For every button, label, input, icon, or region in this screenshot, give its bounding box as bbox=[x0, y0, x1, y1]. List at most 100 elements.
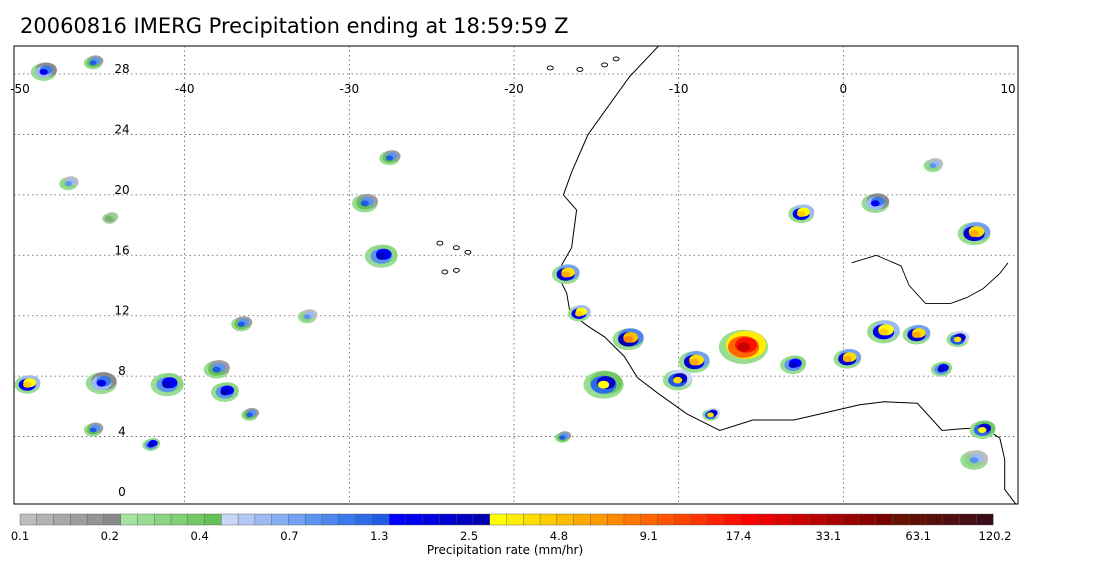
colorbar-tick-label: 17.4 bbox=[726, 529, 752, 543]
colorbar-swatch bbox=[539, 513, 558, 526]
precip-cell bbox=[969, 420, 996, 440]
precip-contour bbox=[376, 252, 387, 260]
precip-cell bbox=[59, 176, 79, 191]
colorbar-swatch bbox=[841, 513, 860, 526]
colorbar-swatch bbox=[959, 513, 977, 526]
precip-contour bbox=[969, 230, 979, 238]
colorbar-tick-label: 120.2 bbox=[979, 529, 1012, 543]
precip-cell bbox=[241, 407, 260, 421]
precip-contour bbox=[212, 366, 221, 373]
colorbar-swatch bbox=[925, 513, 944, 526]
lon-tick-label: 0 bbox=[840, 82, 848, 96]
colorbar-swatch bbox=[19, 513, 38, 526]
colorbar-swatch bbox=[237, 513, 256, 526]
colorbar-swatch bbox=[573, 513, 591, 526]
precip-cell bbox=[780, 355, 807, 375]
colorbar-tick-label: 1.3 bbox=[370, 529, 388, 543]
island-outline bbox=[601, 62, 609, 68]
colorbar-swatch bbox=[506, 513, 524, 526]
precip-contour bbox=[689, 358, 699, 366]
precip-cell bbox=[150, 373, 184, 397]
coastline-path bbox=[556, 46, 1017, 504]
precip-contour bbox=[147, 442, 155, 448]
colorbar-swatch bbox=[170, 513, 189, 526]
colorbar-swatch bbox=[791, 513, 809, 526]
colorbar-swatch bbox=[120, 513, 138, 526]
lat-tick-label: 12 bbox=[114, 304, 129, 318]
lon-tick-label: -20 bbox=[504, 82, 524, 96]
colorbar-tick-label: 63.1 bbox=[905, 529, 931, 543]
precip-cell bbox=[14, 375, 41, 394]
precip-cell bbox=[861, 193, 890, 214]
island-outline bbox=[441, 269, 449, 275]
precip-contour bbox=[953, 336, 962, 343]
colorbar-swatch bbox=[623, 513, 642, 526]
precip-cell bbox=[567, 305, 591, 322]
precip-contour bbox=[737, 342, 751, 352]
precip-cell bbox=[297, 309, 318, 324]
colorbar-swatch bbox=[808, 513, 826, 526]
precip-cell bbox=[788, 204, 815, 223]
precip-contour bbox=[39, 68, 48, 75]
colorbar-swatch bbox=[321, 513, 340, 526]
colorbar-tick-label: 0.7 bbox=[280, 529, 298, 543]
precip-contour bbox=[788, 362, 798, 369]
colorbar-tick-label: 0.1 bbox=[11, 529, 29, 543]
precip-contour bbox=[912, 331, 921, 338]
lat-tick-label: 24 bbox=[114, 122, 129, 136]
lon-tick-label: -10 bbox=[669, 82, 689, 96]
precip-contour bbox=[559, 435, 566, 440]
colorbar-swatch bbox=[908, 513, 927, 526]
precip-cell bbox=[678, 351, 710, 373]
colorbar-swatch bbox=[942, 513, 960, 526]
colorbar-swatch bbox=[523, 513, 541, 526]
precip-cell bbox=[364, 244, 398, 268]
colorbar-swatch bbox=[489, 513, 508, 526]
precip-contour bbox=[878, 328, 889, 336]
precip-cell bbox=[551, 264, 580, 285]
colorbar-tick-label: 9.1 bbox=[640, 529, 658, 543]
map-frame bbox=[13, 45, 1019, 505]
colorbar-swatch bbox=[221, 513, 239, 526]
precip-contour bbox=[162, 381, 173, 389]
island-outline bbox=[612, 56, 620, 62]
colorbar-swatch bbox=[154, 513, 172, 526]
lat-tick-label: 8 bbox=[118, 364, 126, 378]
coastline bbox=[436, 46, 1017, 504]
colorbar-swatch bbox=[707, 513, 726, 526]
island-outline bbox=[436, 240, 444, 246]
precip-contour bbox=[707, 412, 714, 418]
island-outline bbox=[452, 267, 460, 273]
lat-tick-label: 0 bbox=[118, 485, 126, 499]
lat-tick-label: 28 bbox=[114, 62, 129, 76]
colorbar-swatch bbox=[103, 513, 122, 526]
precip-contour bbox=[96, 379, 107, 387]
precip-cell bbox=[142, 438, 161, 452]
precip-contour bbox=[969, 457, 979, 464]
lon-tick-label: -50 bbox=[10, 82, 30, 96]
precip-cell bbox=[867, 320, 900, 344]
island-outline bbox=[452, 245, 460, 251]
colorbar-swatch bbox=[741, 513, 759, 526]
colorbar-tick-label: 4.8 bbox=[550, 529, 568, 543]
precip-cell bbox=[902, 324, 931, 345]
colorbar-swatch bbox=[288, 513, 306, 526]
precip-contour bbox=[597, 380, 610, 389]
precip-contour bbox=[575, 310, 583, 317]
colorbar-swatch bbox=[455, 513, 474, 526]
colorbar-swatch bbox=[640, 513, 658, 526]
precip-cell bbox=[583, 370, 624, 399]
colorbar-swatch bbox=[53, 513, 71, 526]
colorbar-swatch bbox=[606, 513, 625, 526]
precip-contour bbox=[303, 314, 311, 320]
colorbar-swatch bbox=[724, 513, 742, 526]
precip-contour bbox=[64, 181, 72, 187]
precip-cell bbox=[203, 360, 230, 379]
precip-contour bbox=[89, 60, 97, 66]
precip-contour bbox=[89, 427, 97, 433]
precip-cell bbox=[231, 316, 253, 332]
precip-cell bbox=[30, 62, 57, 81]
island-outline bbox=[576, 67, 584, 72]
precip-cell bbox=[833, 349, 862, 369]
